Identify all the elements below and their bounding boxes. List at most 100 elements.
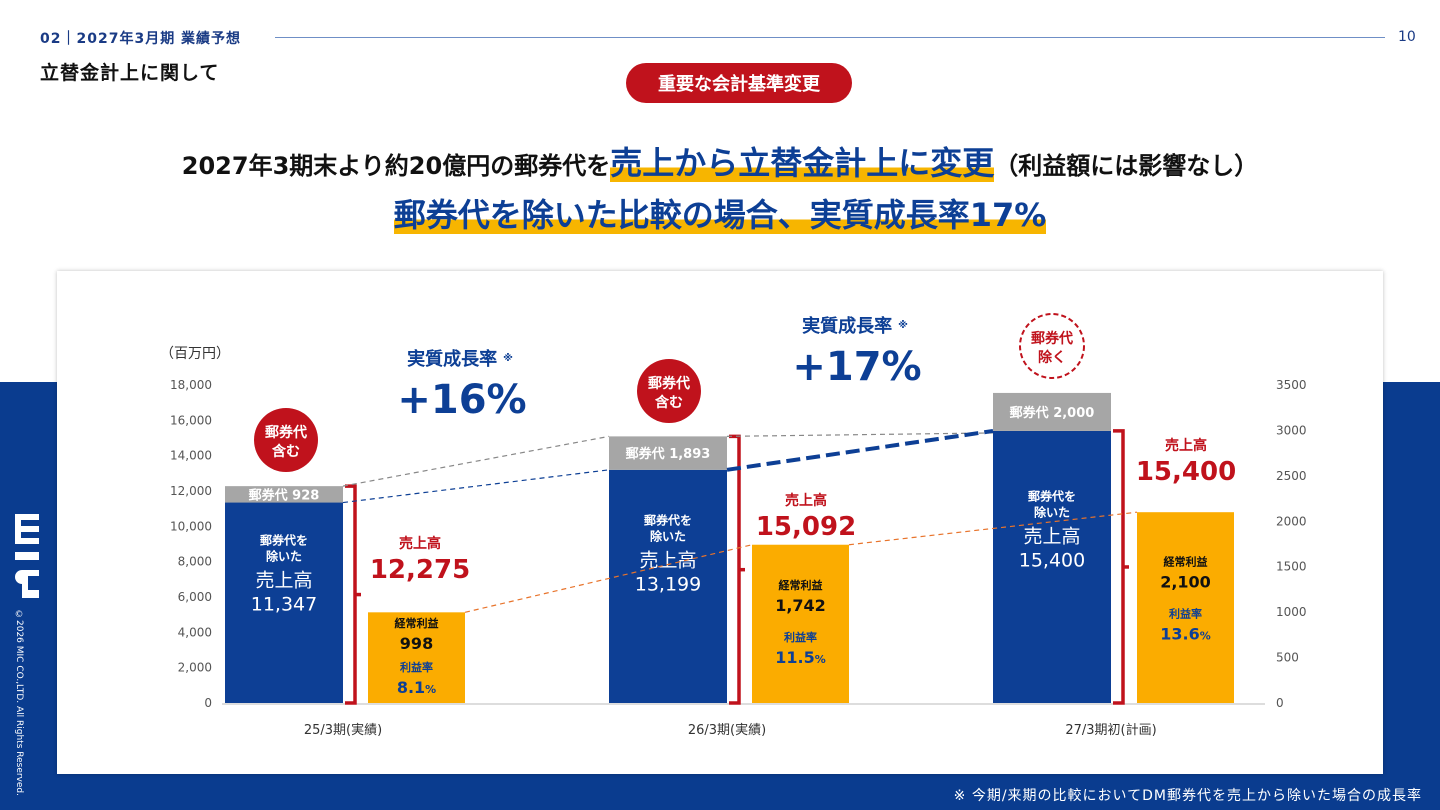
profit-title: 経常利益 bbox=[1164, 555, 1208, 569]
headline-part2: （利益額には影響なし） bbox=[994, 152, 1259, 180]
y2-tick-label: 2000 bbox=[1276, 514, 1307, 528]
excludes-postage-label: 除く bbox=[1038, 349, 1066, 366]
total-sales-title: 売上高 bbox=[785, 492, 827, 509]
headline: 2027年3期末より約20億円の郵券代を売上から立替金計上に変更（利益額には影響… bbox=[0, 138, 1440, 184]
page-number: 10 bbox=[1398, 29, 1416, 45]
y2-tick-label: 500 bbox=[1276, 651, 1299, 665]
y-tick-label: 6,000 bbox=[178, 590, 212, 604]
y2-tick-label: 1000 bbox=[1276, 605, 1307, 619]
total-sales-title: 売上高 bbox=[1165, 437, 1207, 454]
growth-value-label: +17% bbox=[792, 344, 921, 390]
sales-inner-label: 除いた bbox=[266, 549, 302, 564]
postage-label: 郵券代 2,000 bbox=[1010, 405, 1095, 421]
headline-highlight: 売上から立替金計上に変更 bbox=[610, 144, 995, 182]
headline-growth: 郵券代を除いた比較の場合、実質成長率17% bbox=[0, 190, 1440, 236]
margin-value-label: 13.6% bbox=[1160, 625, 1211, 644]
mic-logo-icon bbox=[15, 514, 39, 598]
margin-value-label: 11.5% bbox=[775, 648, 826, 667]
copyright: ©2026 MIC CO.,LTD. All Rights Reserved. bbox=[14, 610, 24, 796]
sales-value-label: 13,199 bbox=[635, 573, 701, 595]
margin-title: 利益率 bbox=[400, 660, 433, 674]
includes-postage-badge bbox=[254, 408, 318, 472]
sales-inner-label: 郵券代を bbox=[1028, 488, 1076, 503]
y-tick-label: 10,000 bbox=[170, 519, 212, 533]
x-tick-label: 27/3期初(計画) bbox=[1065, 722, 1156, 738]
footnote: ※ 今期/来期の比較においてDM郵券代を売上から除いた場合の成長率 bbox=[953, 788, 1422, 804]
sales-bar bbox=[225, 502, 343, 703]
headline-growth-text: 郵券代を除いた比較の場合、実質成長率17% bbox=[393, 196, 1047, 234]
total-sales-bracket bbox=[345, 484, 357, 705]
sales-inner-title: 売上高 bbox=[1023, 525, 1080, 547]
profit-value-label: 1,742 bbox=[775, 596, 826, 615]
y2-tick-label: 3000 bbox=[1276, 423, 1307, 437]
growth-value-label: +16% bbox=[397, 377, 526, 423]
y-tick-label: 4,000 bbox=[178, 625, 212, 639]
total-sales-value-label: 12,275 bbox=[370, 555, 470, 585]
y-axis-label: （百万円） bbox=[160, 346, 230, 362]
total-sales-title: 売上高 bbox=[399, 535, 441, 552]
profit-bar bbox=[1137, 512, 1234, 703]
y-tick-label: 12,000 bbox=[170, 484, 212, 498]
profit-trend-line bbox=[848, 511, 1138, 546]
section-header: 02｜2027年3月期 業績予想 bbox=[40, 31, 242, 47]
margin-value-label: 8.1% bbox=[397, 678, 436, 697]
x-tick-label: 25/3期(実績) bbox=[304, 722, 382, 738]
y2-tick-label: 2500 bbox=[1276, 469, 1307, 483]
total-sales-value-label: 15,400 bbox=[1136, 457, 1236, 487]
sales-inner-title: 売上高 bbox=[255, 570, 312, 592]
postage-bar bbox=[993, 392, 1111, 431]
postage-bar bbox=[609, 436, 727, 470]
includes-postage-label: 含む bbox=[272, 443, 300, 460]
profit-value-label: 998 bbox=[400, 634, 433, 653]
y-tick-label: 0 bbox=[204, 696, 212, 710]
includes-postage-label: 含む bbox=[655, 394, 683, 411]
profit-trend-line bbox=[464, 544, 753, 613]
includes-postage-badge bbox=[637, 359, 701, 423]
header-divider bbox=[275, 37, 1385, 38]
profit-title: 経常利益 bbox=[395, 616, 439, 630]
total-sales-bracket bbox=[1113, 429, 1125, 705]
postage-trend-line bbox=[342, 435, 610, 487]
profit-bar bbox=[368, 612, 465, 703]
sales-bar bbox=[993, 430, 1111, 703]
profit-value-label: 2,100 bbox=[1160, 573, 1211, 592]
sales-inner-label: 郵券代を bbox=[260, 533, 308, 548]
headline-part1: 2027年3期末より約20億円の郵券代を bbox=[181, 152, 611, 180]
profit-bar bbox=[752, 544, 849, 703]
sales-inner-title: 売上高 bbox=[639, 549, 696, 571]
total-sales-value-label: 15,092 bbox=[756, 512, 856, 542]
total-sales-bracket bbox=[729, 434, 741, 705]
excludes-postage-label: 郵券代 bbox=[1031, 330, 1073, 347]
accounting-change-badge: 重要な会計基準変更 bbox=[626, 63, 852, 103]
growth-title: 実質成長率 ※ bbox=[802, 315, 908, 337]
sales-inner-label: 郵券代を bbox=[644, 512, 692, 527]
page-subtitle: 立替金計上に関して bbox=[40, 62, 220, 84]
y-tick-label: 16,000 bbox=[170, 413, 212, 427]
profit-title: 経常利益 bbox=[779, 578, 823, 592]
y-tick-label: 14,000 bbox=[170, 449, 212, 463]
postage-bar bbox=[225, 486, 343, 503]
y-tick-label: 8,000 bbox=[178, 555, 212, 569]
y2-tick-label: 1500 bbox=[1276, 560, 1307, 574]
sales-trend-line bbox=[342, 469, 610, 504]
sales-inner-label: 除いた bbox=[650, 528, 686, 543]
sales-inner-label: 除いた bbox=[1034, 504, 1070, 519]
sales-trend-line-emphasis bbox=[726, 428, 994, 472]
postage-label: 郵券代 1,893 bbox=[626, 446, 711, 462]
includes-postage-label: 郵券代 bbox=[265, 424, 307, 441]
growth-title: 実質成長率 ※ bbox=[407, 348, 513, 370]
sales-value-label: 15,400 bbox=[1019, 549, 1085, 571]
y2-tick-label: 0 bbox=[1276, 696, 1284, 710]
postage-label: 郵券代 928 bbox=[249, 487, 320, 503]
y2-tick-label: 3500 bbox=[1276, 378, 1307, 392]
excludes-postage-badge bbox=[1019, 313, 1085, 379]
sales-bar bbox=[609, 469, 727, 703]
includes-postage-label: 郵券代 bbox=[648, 375, 690, 392]
margin-title: 利益率 bbox=[784, 630, 817, 644]
y-tick-label: 18,000 bbox=[170, 378, 212, 392]
y-tick-label: 2,000 bbox=[178, 661, 212, 675]
margin-title: 利益率 bbox=[1169, 607, 1202, 621]
x-tick-label: 26/3期(実績) bbox=[688, 722, 766, 738]
sales-value-label: 11,347 bbox=[251, 594, 317, 616]
